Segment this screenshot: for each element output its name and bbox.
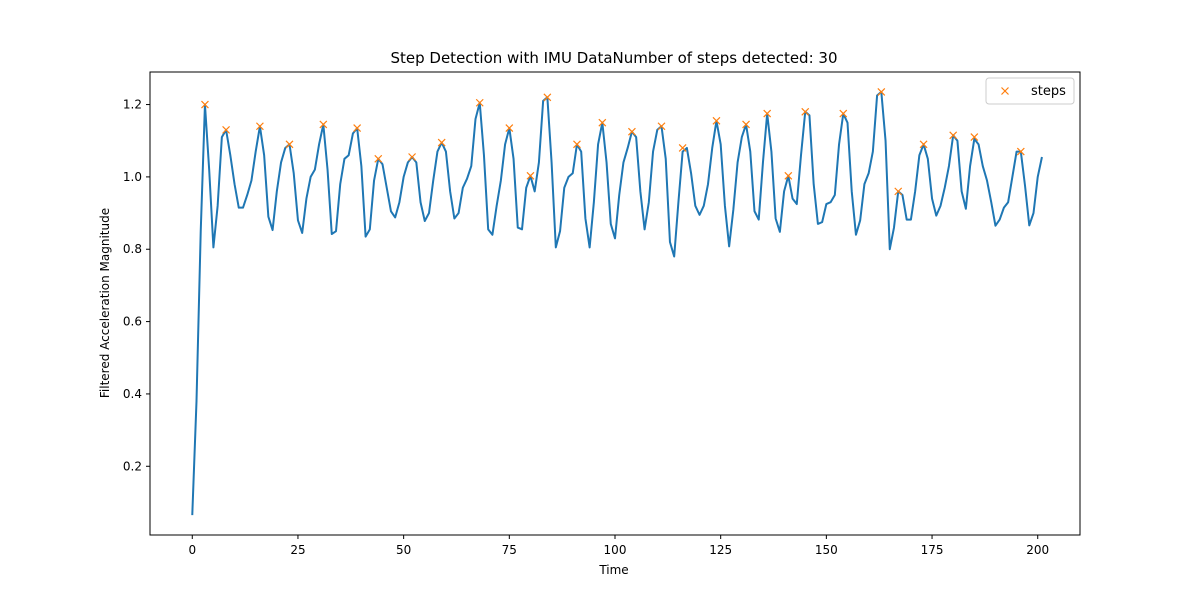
step-marker bbox=[408, 153, 417, 161]
step-marker bbox=[222, 125, 231, 134]
x-tick-label: 125 bbox=[709, 543, 732, 557]
y-tick-label: 1.2 bbox=[123, 98, 142, 112]
step-marker bbox=[970, 133, 979, 142]
y-tick-label: 0.6 bbox=[123, 315, 142, 329]
legend-box bbox=[985, 77, 1075, 105]
step-marker bbox=[526, 171, 535, 180]
step-marker bbox=[201, 100, 209, 109]
step-marker bbox=[543, 93, 552, 102]
y-axis-ticks: 0.2 0.4 0.6 0.8 1.0 1.2 bbox=[123, 98, 150, 473]
step-marker bbox=[894, 187, 903, 196]
x-tick-label: 175 bbox=[921, 543, 944, 557]
step-marker bbox=[505, 124, 514, 132]
y-axis-label: Filtered Acceleration Magnitude bbox=[98, 208, 112, 398]
legend: steps bbox=[985, 77, 1075, 105]
x-tick-label: 25 bbox=[290, 543, 305, 557]
plot-area bbox=[149, 71, 1081, 536]
x-tick-label: 50 bbox=[396, 543, 411, 557]
x-axis-label: Time bbox=[598, 563, 628, 577]
x-tick-label: 75 bbox=[502, 543, 517, 557]
step-marker bbox=[742, 120, 750, 129]
step-marker bbox=[319, 120, 328, 129]
y-tick-label: 0.8 bbox=[123, 242, 142, 256]
legend-x-icon bbox=[1001, 87, 1009, 95]
y-tick-label: 0.2 bbox=[123, 459, 142, 473]
y-tick-label: 1.0 bbox=[123, 170, 142, 184]
x-tick-label: 150 bbox=[815, 543, 838, 557]
step-marker bbox=[712, 116, 721, 125]
step-marker bbox=[801, 107, 810, 116]
step-marker bbox=[255, 122, 264, 131]
axes-frame bbox=[149, 71, 1081, 536]
legend-steps-marker bbox=[1001, 87, 1009, 95]
x-axis-ticks: 0 25 50 75 100 125 150 175 200 bbox=[188, 535, 1049, 557]
step-marker bbox=[877, 87, 886, 96]
step-marker bbox=[678, 144, 687, 152]
step-marker bbox=[657, 122, 666, 131]
x-tick-label: 200 bbox=[1026, 543, 1049, 557]
step-marker bbox=[949, 131, 958, 140]
y-tick-label: 0.4 bbox=[123, 387, 142, 401]
step-marker bbox=[374, 154, 383, 163]
step-marker bbox=[437, 138, 446, 147]
step-marker bbox=[763, 109, 772, 118]
signal-line bbox=[191, 90, 1043, 516]
step-marker bbox=[919, 140, 928, 149]
step-marker bbox=[839, 109, 848, 118]
step-marker bbox=[627, 127, 636, 136]
legend-steps-label: steps bbox=[1031, 84, 1066, 99]
x-tick-label: 100 bbox=[604, 543, 627, 557]
step-marker bbox=[598, 118, 607, 127]
step-marker bbox=[353, 124, 362, 132]
step-marker bbox=[784, 171, 793, 180]
step-marker bbox=[285, 140, 294, 149]
step-marker bbox=[1016, 147, 1025, 156]
x-tick-label: 0 bbox=[188, 543, 196, 557]
step-marker bbox=[573, 140, 581, 149]
chart-title: Step Detection with IMU DataNumber of st… bbox=[390, 49, 837, 67]
step-marker bbox=[475, 98, 484, 107]
